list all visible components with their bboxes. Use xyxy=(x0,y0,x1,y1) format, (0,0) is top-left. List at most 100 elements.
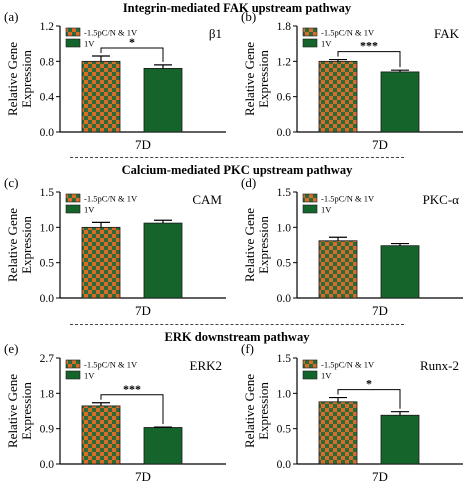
section-title-erk: ERK downstream pathway xyxy=(164,330,310,344)
bar-control xyxy=(143,222,183,299)
legend-entry: 1V xyxy=(321,205,332,215)
y-tick-label: 1.8 xyxy=(277,21,292,33)
y-axis-label: Relative GeneExpression xyxy=(5,374,34,448)
panel-label: (e) xyxy=(4,341,18,356)
y-tick-label: 1.2 xyxy=(40,21,55,33)
panel-label: (d) xyxy=(241,175,256,190)
y-tick-label: 1.0 xyxy=(277,222,292,234)
legend-swatch xyxy=(65,38,81,48)
chart-panel-f: (f) Relative GeneExpression 0.0 0.5 1.0 1.5 7D… xyxy=(237,340,474,490)
y-tick-label: 1.5 xyxy=(277,353,292,365)
y-axis-label: Relative GeneExpression xyxy=(242,42,271,116)
legend-entry: 1V xyxy=(84,39,95,49)
y-axis-label-line: Expression xyxy=(19,382,34,440)
significance-bracket xyxy=(337,389,401,409)
gene-label: ERK2 xyxy=(190,358,223,373)
significance-bracket xyxy=(100,394,164,425)
legend-swatch xyxy=(65,370,81,380)
legend-entry: -1.5pC/N & 1V xyxy=(84,360,138,370)
significance-label: *** xyxy=(123,382,141,396)
bar-control xyxy=(143,427,183,465)
chart-panel-b: (b) Relative GeneExpression 0.0 0.6 1.2 1.8 7D… xyxy=(237,8,474,158)
y-tick-label: 1.8 xyxy=(40,388,55,400)
gene-label: PKC-α xyxy=(423,192,460,207)
y-axis-label-line: Relative Gene xyxy=(5,42,20,116)
legend-swatch xyxy=(65,204,81,214)
y-tick-label: 0.0 xyxy=(40,293,55,305)
significance-label: * xyxy=(129,35,135,49)
y-tick-label: 0.0 xyxy=(277,459,292,471)
gene-label: CAM xyxy=(192,192,222,207)
y-tick-label: 0.8 xyxy=(40,56,55,68)
y-axis-label-line: Relative Gene xyxy=(5,374,20,448)
y-axis-label-line: Relative Gene xyxy=(242,208,257,282)
y-axis-label-line: Relative Gene xyxy=(242,374,257,448)
legend-swatch xyxy=(302,370,318,380)
panel-label: (f) xyxy=(241,341,254,356)
bar-treated xyxy=(81,60,121,133)
x-axis-label: 7D xyxy=(135,137,151,152)
y-axis-label-line: Expression xyxy=(256,216,271,274)
legend-entry: 1V xyxy=(84,205,95,215)
bar-control xyxy=(380,414,420,465)
y-tick-label: 0.9 xyxy=(40,424,55,436)
chart-panel-c: (c) Relative GeneExpression 0.0 0.5 1.0 1.5 7D… xyxy=(0,174,237,324)
gene-label: Runx-2 xyxy=(420,358,459,373)
y-axis-label-line: Expression xyxy=(256,50,271,108)
y-tick-label: 0.5 xyxy=(277,258,292,270)
legend-swatch xyxy=(302,359,318,369)
chart-panel-d: (d) Relative GeneExpression 0.0 0.5 1.0 1.5 7D… xyxy=(237,174,474,324)
panel-label: (b) xyxy=(241,9,256,24)
y-tick-label: 0.5 xyxy=(277,424,292,436)
y-tick-label: 1.5 xyxy=(40,187,55,199)
significance-bracket xyxy=(100,47,164,62)
y-tick-label: 0.0 xyxy=(277,293,292,305)
y-tick-label: 0.0 xyxy=(40,459,55,471)
y-tick-label: 0.0 xyxy=(277,127,292,139)
y-axis-label-line: Expression xyxy=(19,216,34,274)
gene-label: FAK xyxy=(434,26,460,41)
y-tick-label: 2.7 xyxy=(40,353,55,365)
legend-entry: -1.5pC/N & 1V xyxy=(321,360,375,370)
section-title-fak: Integrin-mediated FAK upstream pathway xyxy=(122,1,352,15)
y-tick-label: 1.2 xyxy=(277,56,292,68)
bar-treated xyxy=(81,226,121,299)
chart-panel-e: (e) Relative GeneExpression 0.0 0.9 1.8 2.7 7D… xyxy=(0,340,237,490)
legend-entry: 1V xyxy=(84,371,95,381)
x-axis-label: 7D xyxy=(372,303,388,318)
y-tick-label: 0.5 xyxy=(40,258,55,270)
section-divider xyxy=(70,157,404,158)
legend-swatch xyxy=(302,38,318,48)
y-axis-label: Relative GeneExpression xyxy=(242,374,271,448)
gene-label: β1 xyxy=(209,26,222,41)
y-tick-label: 0.6 xyxy=(277,92,292,104)
x-axis-label: 7D xyxy=(372,469,388,484)
legend-entry: -1.5pC/N & 1V xyxy=(321,28,375,38)
y-tick-label: 1.0 xyxy=(40,222,55,234)
bar-treated xyxy=(318,401,358,465)
legend-swatch xyxy=(302,27,318,37)
section-title-pkc: Calcium-mediated PKC upstream pathway xyxy=(121,163,353,177)
significance-label: *** xyxy=(360,39,378,53)
legend-swatch xyxy=(302,193,318,203)
x-axis-label: 7D xyxy=(135,303,151,318)
bar-control xyxy=(380,71,420,133)
legend-entry: 1V xyxy=(321,371,332,381)
x-axis-label: 7D xyxy=(372,137,388,152)
section-divider xyxy=(70,324,404,325)
bar-treated xyxy=(81,405,121,465)
significance-bracket xyxy=(337,51,401,68)
panel-label: (c) xyxy=(4,175,18,190)
panel-label: (a) xyxy=(4,9,18,24)
bar-control xyxy=(143,68,183,133)
legend-entry: 1V xyxy=(321,39,332,49)
y-tick-label: 0.0 xyxy=(40,127,55,139)
y-axis-label-line: Expression xyxy=(19,50,34,108)
y-tick-label: 1.5 xyxy=(277,187,292,199)
y-axis-label-line: Expression xyxy=(256,382,271,440)
y-axis-label: Relative GeneExpression xyxy=(5,42,34,116)
legend-swatch xyxy=(65,193,81,203)
y-tick-label: 1.0 xyxy=(277,388,292,400)
y-axis-label: Relative GeneExpression xyxy=(5,208,34,282)
y-tick-label: 0.4 xyxy=(40,92,55,104)
